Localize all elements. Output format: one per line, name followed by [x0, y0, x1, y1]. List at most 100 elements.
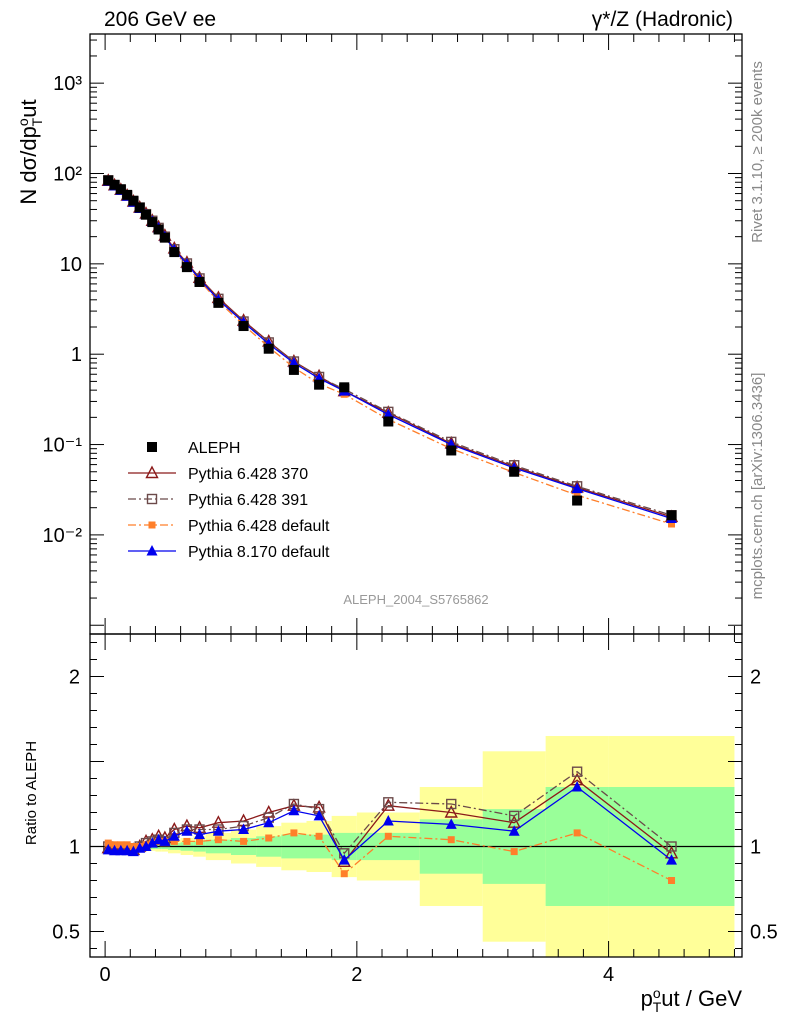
main-point-data [181, 262, 192, 273]
ratio-point-p8def [140, 840, 152, 851]
main-point-data [134, 202, 145, 213]
main-point-data [109, 179, 120, 190]
ratio-point-p8def [153, 833, 165, 845]
ratio-line-p6def [108, 832, 672, 882]
ratio-point-p6def [573, 829, 581, 837]
main-point-data [238, 321, 249, 332]
legend: ALEPH Pythia 6.428 370 Pythia 6.428 391 Pyt… [128, 440, 330, 561]
ratio-point-p391 [383, 797, 394, 808]
main-point-data [141, 209, 152, 220]
mcplots-label: mcplots.cern.ch [arXiv:1306.3436] [749, 373, 766, 600]
ratio-y-axis-title: Ratio to ALEPH [23, 741, 40, 845]
main-y-tick-label: 10 [60, 254, 82, 276]
main-point-data [446, 445, 457, 456]
ratio-y-tick-label: 1 [69, 837, 80, 859]
ratio-point-p6def [510, 848, 518, 856]
legend-marker-p6def [148, 521, 156, 529]
main-y-tick-label: 10⁻² [43, 525, 83, 547]
x-tick-label: 4 [603, 964, 614, 986]
main-point-data [169, 247, 180, 258]
main-point-data [383, 416, 394, 427]
main-y-tick-label: 10⁻¹ [43, 435, 83, 457]
main-point-data [339, 382, 350, 393]
ratio-point-p8def [571, 781, 583, 792]
ratio-point-p8def [181, 825, 193, 836]
ratio-point-p6def [183, 837, 191, 845]
legend-label-p8def: Pythia 8.170 default [188, 544, 330, 561]
legend-label-p391: Pythia 6.428 391 [188, 492, 308, 509]
main-point-data [147, 217, 158, 228]
ratio-point-p8def [338, 854, 350, 865]
main-point-data [263, 343, 274, 354]
main-y-tick-label: 10² [53, 164, 82, 186]
rivet-label: Rivet 3.1.10, ≥ 200k events [749, 61, 766, 243]
main-point-p8def [382, 408, 394, 420]
main-point-data [115, 184, 126, 195]
ratio-point-p6def [265, 834, 273, 842]
ratio-uncertainty-bands [90, 736, 742, 957]
watermark: ALEPH_2004_S5765862 [343, 592, 488, 607]
ratio-point-p391 [666, 841, 677, 852]
header-right: γ*/Z (Hadronic) [592, 8, 733, 31]
main-y-tick-label: 1 [71, 344, 82, 366]
main-point-data [122, 189, 133, 200]
main-point-data [103, 175, 114, 186]
main-y-tick-label: 10³ [53, 73, 82, 95]
main-axes: 10⁻² 10⁻¹ 1 10 10² 10³ [43, 33, 743, 635]
main-point-data [153, 224, 164, 235]
legend-marker-p8def [146, 545, 158, 556]
header-left: 206 GeV ee [104, 8, 216, 31]
main-point-data [314, 379, 325, 390]
ratio-point-p391 [446, 798, 457, 810]
ratio-point-p8def [445, 818, 457, 829]
main-point-data [509, 466, 520, 477]
main-line-p391 [107, 179, 672, 516]
main-point-data [288, 364, 299, 375]
main-point-data [213, 297, 224, 308]
ratio-point-p6def [340, 870, 348, 878]
x-tick-label: 2 [351, 964, 362, 986]
ratio-point-p6def [447, 836, 455, 844]
legend-marker-p370 [145, 465, 159, 479]
ratio-point-p6def [170, 837, 178, 845]
x-axis-title: po Tut / GeV [641, 985, 743, 1015]
legend-marker-data [147, 442, 157, 452]
ratio-y-tick-label-right: 2 [750, 667, 761, 689]
ratio-point-p8def [159, 835, 171, 846]
main-y-axis-title: N dσ/dpoTut [15, 99, 45, 204]
main-point-p8def [571, 482, 583, 494]
ratio-point-p6def [315, 832, 323, 840]
ratio-point-p8def [288, 804, 300, 816]
legend-marker-p391 [146, 493, 158, 505]
ratio-y-tick-label-right: 0.5 [750, 922, 778, 944]
ratio-point-p8def [508, 825, 520, 836]
ratio-point-p6def [668, 877, 676, 884]
main-point-data [666, 510, 677, 521]
legend-label-data: ALEPH [188, 440, 240, 457]
x-tick-label: 0 [100, 964, 111, 986]
ratio-point-p8def [263, 816, 275, 828]
ratio-series-group [101, 766, 679, 884]
ratio-point-p8def [194, 828, 206, 840]
main-point-p6def [573, 491, 581, 499]
ratio-y-tick-label: 0.5 [52, 922, 80, 944]
ratio-point-p8def [313, 809, 325, 821]
ratio-point-p8def [666, 854, 678, 865]
ratio-point-p8def [168, 830, 180, 841]
ratio-y-tick-label-right: 1 [750, 837, 761, 859]
main-point-data [572, 495, 583, 506]
main-point-p8def [288, 356, 300, 368]
main-point-data [128, 195, 139, 206]
main-line-p6def [107, 178, 672, 525]
main-point-data [194, 276, 205, 287]
ratio-line-p391 [108, 770, 672, 855]
main-point-data [159, 232, 170, 243]
ratio-point-p8def [127, 845, 139, 857]
main-series-group [101, 173, 679, 528]
ratio-point-p370 [444, 804, 458, 818]
ratio-point-p6def [196, 837, 204, 845]
ratio-point-p6def [104, 839, 112, 847]
ratio-point-p8def [382, 815, 394, 826]
legend-label-p6def: Pythia 6.428 default [188, 518, 330, 535]
